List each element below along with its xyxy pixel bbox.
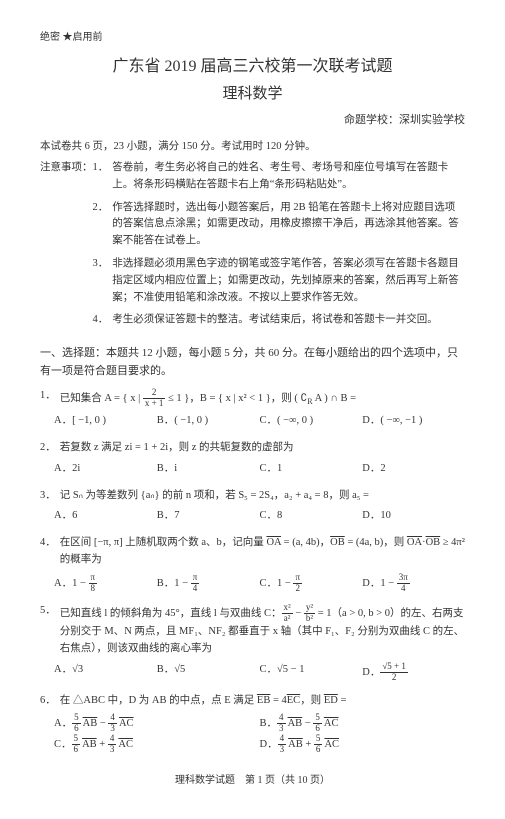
q-number: 3． <box>40 488 56 505</box>
confidential-label: 绝密 ★启用前 <box>40 30 465 46</box>
q-number: 5． <box>40 603 56 657</box>
option: C．( −∞, 0 ) <box>260 413 363 430</box>
option: A．2i <box>54 461 157 478</box>
option: D．( −∞, −1 ) <box>362 413 465 430</box>
notice-item: 2．作答选择题时，选出每小题答案后，用 2B 铅笔在答题卡上将对应题目选项的答案… <box>93 200 466 250</box>
notice-item: 3．非选择题必须用黑色字迹的钢笔或签字笔作答，答案必须写在答题卡各题目指定区域内… <box>93 256 466 306</box>
notice-block: 注意事项： 1．答卷前，考生务必将自己的姓名、考生号、考场号和座位号填写在答题卡… <box>40 160 465 335</box>
author-school: 命题学校：深圳实验学校 <box>40 112 465 130</box>
page-footer: 理科数学试题 第 1 页（共 10 页） <box>40 773 465 789</box>
notice-item: 1．答卷前，考生务必将自己的姓名、考生号、考场号和座位号填写在答题卡上。将条形码… <box>93 160 466 194</box>
exam-title-line1: 广东省 2019 届高三六校第一次联考试题 <box>40 54 465 80</box>
option: D．1 − 3π4 <box>362 573 465 594</box>
option: B．√5 <box>157 662 260 683</box>
paper-info: 本试卷共 6 页，23 小题，满分 150 分。考试用时 120 分钟。 <box>40 139 465 156</box>
question-5: 5． 已知直线 l 的倾斜角为 45°，直线 l 与双曲线 C：x²a² − y… <box>40 603 465 682</box>
option: D．√5 + 12 <box>362 662 465 683</box>
option: C．1 <box>260 461 363 478</box>
option: A．56 AB − 43 AC <box>54 713 260 734</box>
question-6: 6． 在 △ABC 中，D 为 AB 的中点，点 E 满足 EB = 4EC，则… <box>40 693 465 755</box>
option: B．7 <box>157 508 260 525</box>
q-number: 4． <box>40 535 56 569</box>
notice-text: 非选择题必须用黑色字迹的钢笔或签字笔作答，答案必须写在答题卡各题目指定区域内相应… <box>112 256 465 306</box>
option: B．( −1, 0 ) <box>157 413 260 430</box>
notice-item: 4．考生必须保证答题卡的整洁。考试结束后，将试卷和答题卡一并交回。 <box>93 312 466 329</box>
option: B．i <box>157 461 260 478</box>
option: C．56 AB + 43 AC <box>54 734 260 755</box>
q-number: 1． <box>40 388 56 409</box>
q-stem: 若复数 z 满足 zi = 1 + 2i，则 z 的共轭复数的虚部为 <box>60 440 465 457</box>
q-stem: 已知直线 l 的倾斜角为 45°，直线 l 与双曲线 C：x²a² − y²b²… <box>60 603 465 657</box>
question-3: 3． 记 Sₙ 为等差数列 {aₙ} 的前 n 项和，若 S₅ = 2S₄，a₂… <box>40 488 465 526</box>
question-1: 1． 已知集合 A = { x | 2x + 1 ≤ 1 }，B = { x |… <box>40 388 465 430</box>
q-number: 6． <box>40 693 56 710</box>
notice-text: 考生必须保证答题卡的整洁。考试结束后，将试卷和答题卡一并交回。 <box>112 312 438 329</box>
option: C．1 − π2 <box>260 573 363 594</box>
option: D．43 AB + 56 AC <box>260 734 466 755</box>
question-2: 2． 若复数 z 满足 zi = 1 + 2i，则 z 的共轭复数的虚部为 A．… <box>40 440 465 478</box>
option: C．√5 − 1 <box>260 662 363 683</box>
notice-text: 答卷前，考生务必将自己的姓名、考生号、考场号和座位号填写在答题卡上。将条形码横贴… <box>112 160 465 194</box>
option: A．6 <box>54 508 157 525</box>
notice-text: 作答选择题时，选出每小题答案后，用 2B 铅笔在答题卡上将对应题目选项的答案信息… <box>112 200 465 250</box>
question-4: 4． 在区间 [−π, π] 上随机取两个数 a、b，记向量 OA = (a, … <box>40 535 465 593</box>
option: A．1 − π8 <box>54 573 157 594</box>
option: D．2 <box>362 461 465 478</box>
q-number: 2． <box>40 440 56 457</box>
q-stem: 已知集合 A = { x | 2x + 1 ≤ 1 }，B = { x | x²… <box>60 388 465 409</box>
option: C．8 <box>260 508 363 525</box>
q-stem: 在 △ABC 中，D 为 AB 的中点，点 E 满足 EB = 4EC，则 ED… <box>60 693 465 710</box>
option: A．[ −1, 0 ) <box>54 413 157 430</box>
q-stem: 在区间 [−π, π] 上随机取两个数 a、b，记向量 OA = (a, 4b)… <box>60 535 465 569</box>
q-stem: 记 Sₙ 为等差数列 {aₙ} 的前 n 项和，若 S₅ = 2S₄，a₂ + … <box>60 488 465 505</box>
option: D．10 <box>362 508 465 525</box>
option: A．√3 <box>54 662 157 683</box>
exam-title-line2: 理科数学 <box>40 82 465 106</box>
notice-label: 注意事项： <box>40 160 93 335</box>
option: B．43 AB − 56 AC <box>260 713 466 734</box>
option: B．1 − π4 <box>157 573 260 594</box>
section-heading: 一、选择题：本题共 12 小题，每小题 5 分，共 60 分。在每小题给出的四个… <box>40 345 465 380</box>
